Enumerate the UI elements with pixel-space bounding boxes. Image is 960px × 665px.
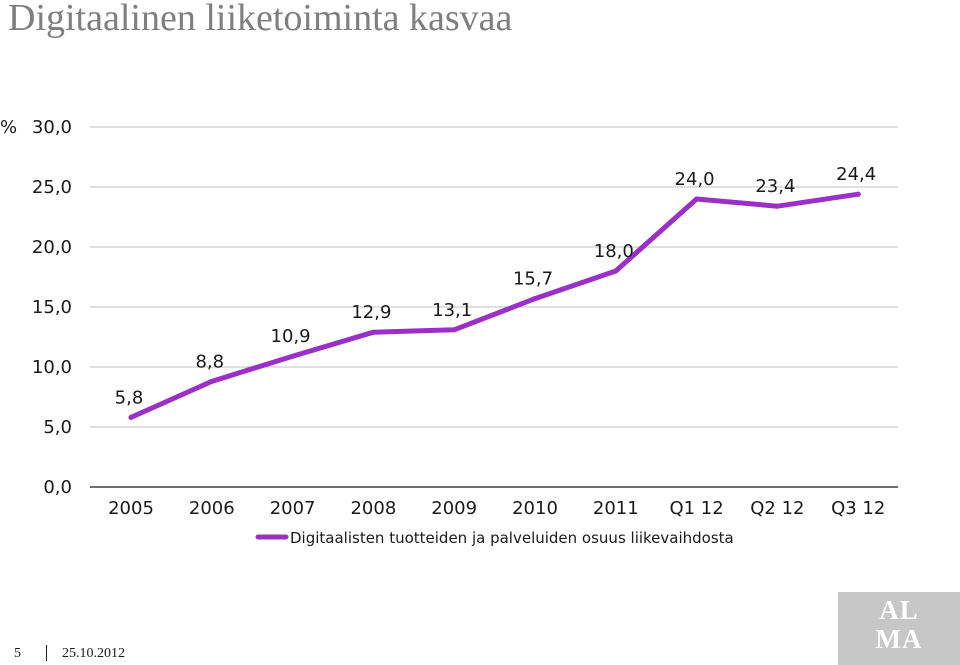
alma-logo: AL MA <box>838 592 960 665</box>
data-label: 8,8 <box>195 351 224 372</box>
y-tick-label: 5,0 <box>43 417 72 438</box>
x-tick-label: Q3 12 <box>831 498 885 519</box>
y-tick-label: 10,0 <box>32 357 72 378</box>
x-tick-label: 2005 <box>108 498 154 519</box>
data-point <box>128 414 134 420</box>
data-labels: 5,8 8,8 10,9 12,9 13,1 15,7 18,0 24,0 23,4 24,4 <box>115 164 876 420</box>
data-point <box>855 191 861 197</box>
data-label: 18,0 <box>594 241 634 262</box>
page-title: Digitaalinen liiketoiminta kasvaa <box>8 0 513 39</box>
y-axis-unit: % <box>0 117 17 138</box>
series-line <box>128 191 861 420</box>
data-label: 12,9 <box>351 302 391 323</box>
y-tick-label: 0,0 <box>43 477 72 498</box>
data-point <box>694 196 700 202</box>
x-tick-label: 2008 <box>350 498 396 519</box>
slide-date: 25.10.2012 <box>62 646 125 661</box>
data-label: 13,1 <box>432 300 472 321</box>
y-tick-label: 20,0 <box>32 237 72 258</box>
x-tick-label: Q1 12 <box>669 498 723 519</box>
legend: Digitaalisten tuotteiden ja palveluiden … <box>255 529 734 547</box>
gridlines <box>90 126 898 488</box>
y-tick-label: 25,0 <box>32 177 72 198</box>
logo-line-2: MA <box>875 624 923 654</box>
y-tick-label: 15,0 <box>32 297 72 318</box>
data-label: 24,4 <box>836 164 876 185</box>
data-point <box>774 203 780 209</box>
x-tick-label: 2010 <box>512 498 558 519</box>
slide-number: 5 <box>14 646 21 661</box>
data-label: 10,9 <box>271 326 311 347</box>
data-label: 5,8 <box>115 387 144 408</box>
x-tick-label: Q2 12 <box>750 498 804 519</box>
logo-line-1: AL <box>879 595 919 625</box>
footer-divider <box>46 645 47 661</box>
data-label: 24,0 <box>675 169 715 190</box>
x-tick-label: 2009 <box>431 498 477 519</box>
legend-label: Digitaalisten tuotteiden ja palveluiden … <box>290 529 734 547</box>
x-tick-label: 2007 <box>270 498 316 519</box>
y-axis: 0,0 5,0 10,0 15,0 20,0 25,0 30,0% <box>0 117 72 498</box>
data-label: 23,4 <box>755 176 795 197</box>
data-point <box>451 327 457 333</box>
y-tick-label: 30,0 <box>32 117 72 138</box>
data-point <box>209 378 215 384</box>
x-tick-label: 2006 <box>189 498 235 519</box>
data-point <box>290 353 296 359</box>
data-point <box>532 296 538 302</box>
data-point <box>370 329 376 335</box>
x-tick-label: 2011 <box>593 498 639 519</box>
logo-text: AL MA <box>838 596 960 654</box>
x-axis: 2005 2006 2007 2008 2009 2010 2011 Q1 12 Q2 12 Q3… <box>108 498 885 519</box>
data-label: 15,7 <box>513 269 553 290</box>
data-point <box>613 268 619 274</box>
